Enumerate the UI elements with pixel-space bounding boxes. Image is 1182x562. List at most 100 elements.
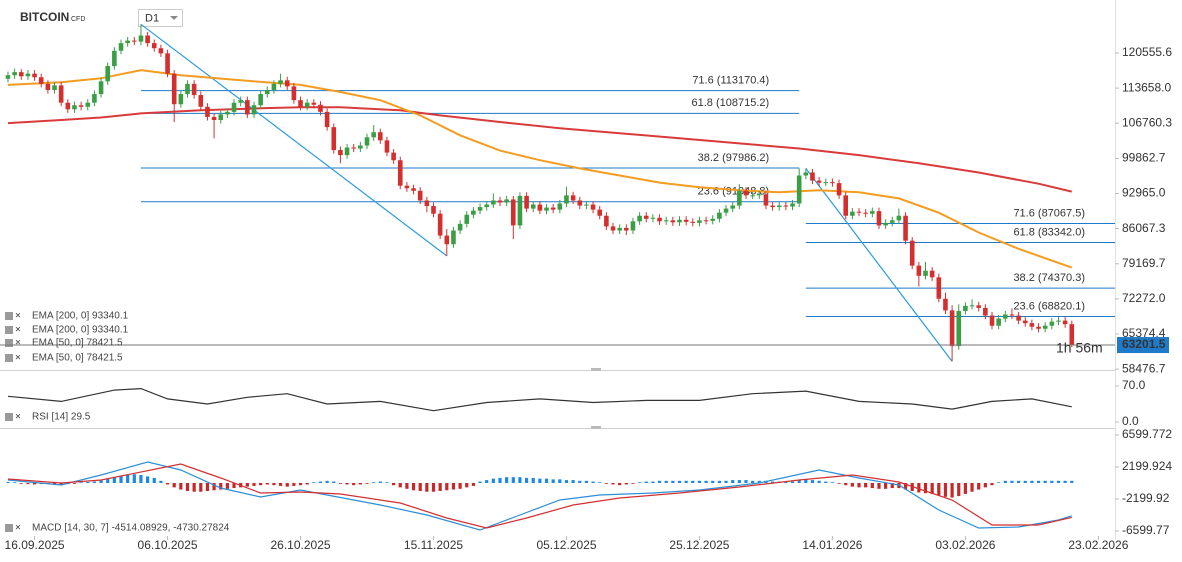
candle-body [304, 102, 310, 107]
histogram-bar [338, 483, 343, 484]
histogram-bar [518, 477, 522, 484]
histogram-bar [817, 480, 821, 484]
candle-body [584, 204, 589, 206]
candle-body [384, 140, 390, 153]
candle-body [497, 200, 503, 203]
candle-body [311, 102, 317, 105]
histogram-bar [325, 480, 329, 484]
histogram-bar [318, 481, 323, 484]
candle-body [444, 235, 450, 245]
histogram-bar [438, 483, 442, 491]
histogram-bar [445, 483, 449, 491]
fib-label: 23.6 (68820.1) [1013, 300, 1085, 312]
instrument-type: CFD [71, 16, 85, 23]
y-tick-label: 6599.772 [1122, 427, 1172, 441]
histogram-bar [1056, 480, 1061, 484]
histogram-bar [937, 483, 941, 496]
candle-body [903, 215, 908, 241]
legend-icons: × × × × × × [5, 311, 21, 534]
histogram-bar [890, 483, 894, 489]
candle-body [364, 137, 370, 146]
y-tick-label: 92965.0 [1122, 186, 1166, 200]
candle-body [245, 100, 250, 115]
fib-label: 38.2 (74370.3) [1013, 272, 1085, 284]
histogram-bar [139, 475, 143, 484]
histogram-bar [1043, 480, 1047, 484]
histogram-bar [671, 480, 675, 484]
candle-body [417, 190, 423, 201]
candle-body [969, 305, 975, 307]
candle-body [637, 215, 642, 222]
candle-body [876, 211, 882, 226]
histogram-bar [52, 483, 57, 485]
histogram-bar [558, 479, 562, 484]
candle-body [863, 212, 868, 214]
candle-body [949, 310, 955, 347]
candle-body [38, 77, 44, 84]
histogram-bar [179, 483, 183, 490]
histogram-bar [884, 483, 888, 489]
histogram-bar [724, 480, 728, 484]
candle-body [943, 298, 948, 311]
candle-body [238, 100, 243, 103]
candle-body [983, 307, 988, 316]
candle-body [783, 205, 789, 207]
histogram-bar [631, 483, 635, 484]
histogram-bar [1023, 480, 1027, 484]
candle-body [750, 195, 755, 197]
candle-body [909, 240, 915, 266]
fib-label: 71.6 (113170.4) [692, 75, 769, 87]
price-box [1117, 337, 1169, 354]
histogram-bar [59, 483, 63, 485]
candle-body [105, 66, 111, 82]
histogram-bar [312, 482, 316, 484]
candle-body [185, 83, 190, 95]
candle-body [158, 48, 164, 54]
histogram-bar [79, 482, 83, 484]
histogram-bar [810, 480, 815, 484]
timeframe-dropdown[interactable] [138, 9, 183, 27]
histogram-bar [365, 483, 369, 484]
candle-body [624, 227, 629, 231]
y-tick-label: 120555.6 [1122, 45, 1172, 59]
x-tick-label: 26.10.2025 [270, 538, 330, 552]
candle-body [1016, 315, 1021, 321]
histogram-bar [278, 483, 283, 486]
panel-handle[interactable] [591, 368, 601, 371]
x-tick-label: 16.09.2025 [5, 538, 65, 552]
histogram-bar [199, 483, 203, 492]
panel-handle[interactable] [591, 426, 601, 429]
macd-line [7, 461, 1072, 531]
histogram-bar [119, 475, 123, 484]
candle-body [564, 195, 569, 204]
trendline [805, 168, 953, 362]
histogram-bar [943, 483, 948, 497]
histogram-bar [651, 481, 655, 484]
candle-body [650, 217, 656, 219]
histogram-bar [850, 483, 854, 487]
histogram-bar [923, 483, 928, 494]
candle-body [112, 50, 117, 67]
legend-close: × [15, 325, 21, 336]
candle-body [823, 182, 829, 184]
candle-body [604, 215, 609, 227]
histogram-bar [1016, 480, 1021, 484]
fib-label: 71.6 (87067.5) [1013, 207, 1085, 219]
histogram-bar [245, 483, 249, 487]
histogram-bar [305, 483, 309, 485]
candle-body [58, 85, 64, 103]
histogram-bar [957, 483, 961, 497]
legend-icon [5, 354, 13, 362]
candle-body [537, 204, 543, 211]
histogram-bar [19, 483, 23, 484]
candle-body [391, 152, 396, 161]
candle-body [657, 217, 662, 222]
candle-body [298, 100, 303, 107]
macd-line [7, 463, 1072, 529]
candle-body [205, 106, 210, 117]
histogram-bar [578, 480, 582, 484]
histogram-bar [265, 483, 269, 485]
y-tick-label: 70.0 [1122, 378, 1146, 392]
histogram-bar [544, 478, 549, 484]
histogram-bar [857, 483, 861, 488]
